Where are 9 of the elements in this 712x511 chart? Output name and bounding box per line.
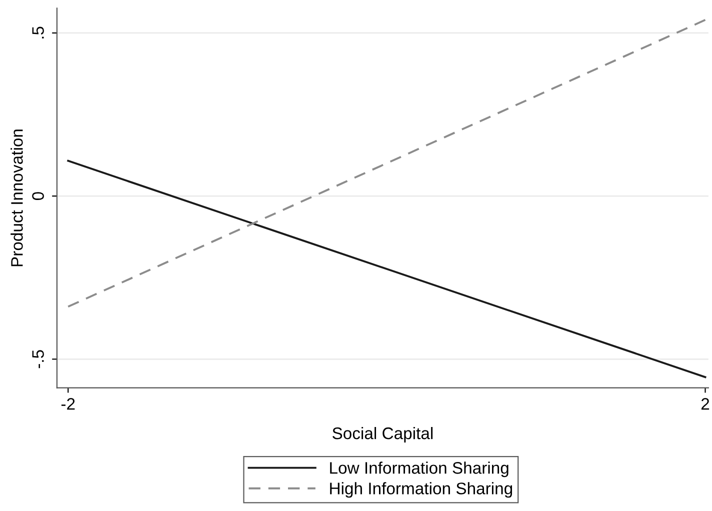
x-tick-label: 2 xyxy=(701,398,710,410)
x-tick-label: -2 xyxy=(61,398,75,410)
y-tick-label: .5 xyxy=(32,26,44,38)
legend-label: Low Information Sharing xyxy=(330,462,508,478)
y-axis-title: Product Innovation xyxy=(10,130,23,266)
y-tick-label: 0 xyxy=(32,192,44,200)
legend-label: High Information Sharing xyxy=(330,482,512,498)
y-tick-label: -.5 xyxy=(32,350,44,368)
x-axis-title: Social Capital xyxy=(332,426,433,443)
